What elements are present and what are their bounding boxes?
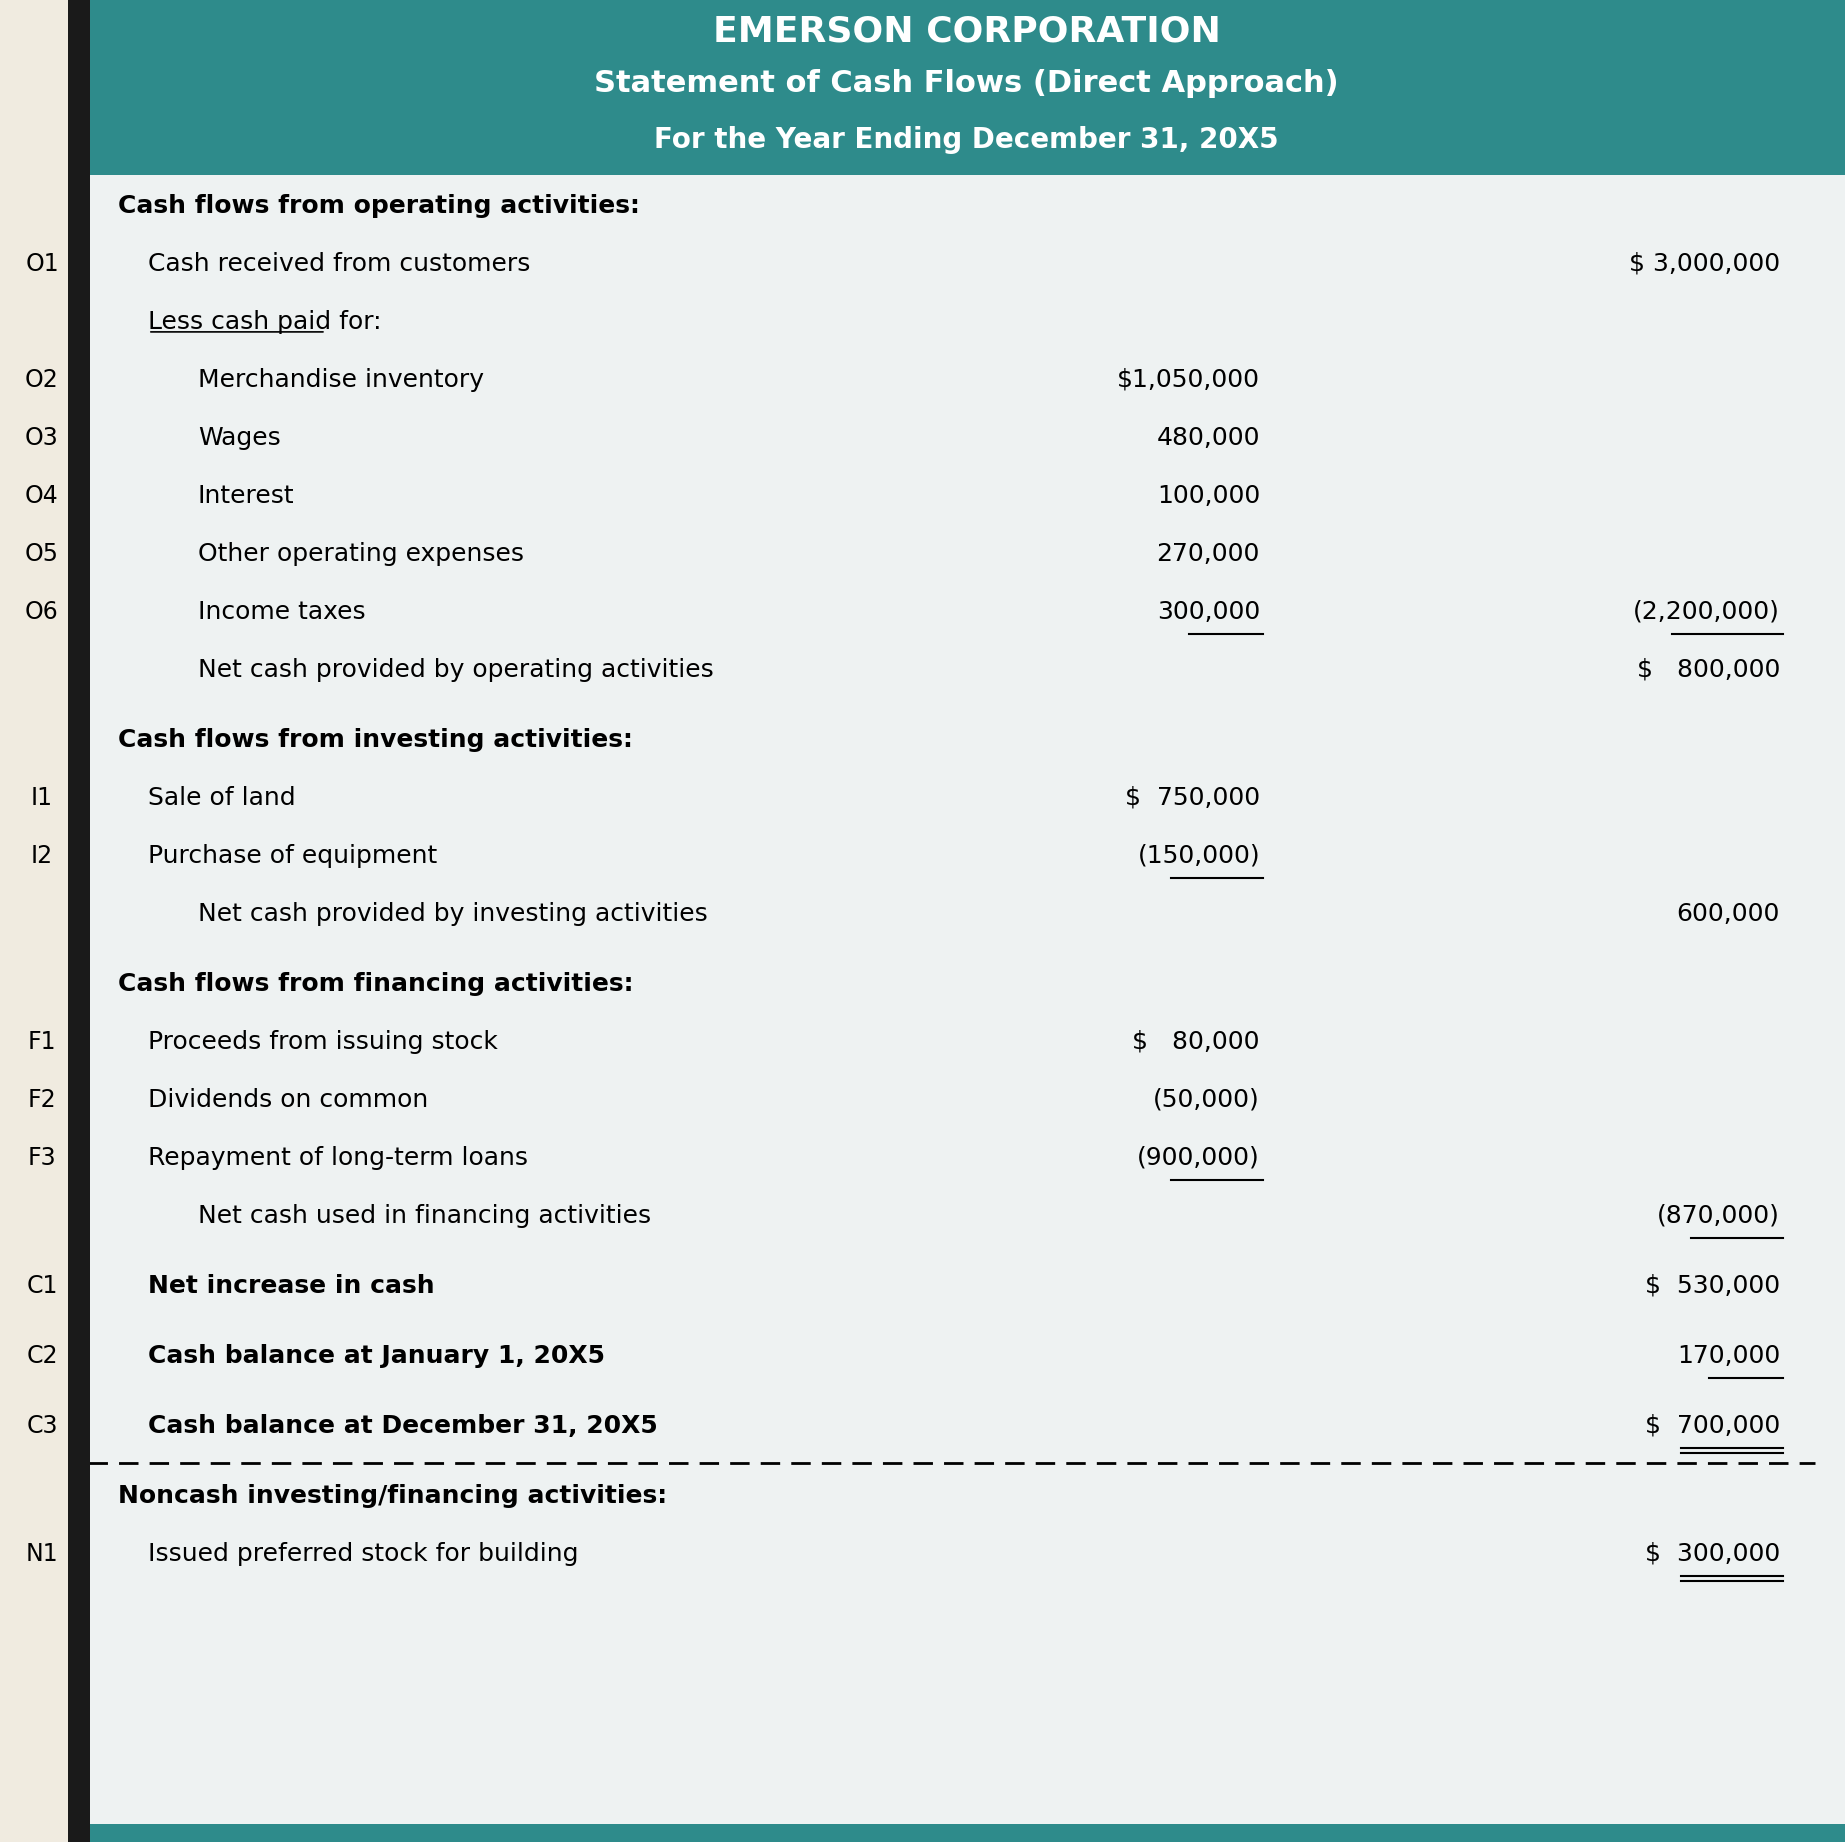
Text: Less cash paid for:: Less cash paid for: bbox=[148, 309, 382, 333]
Text: Wages: Wages bbox=[197, 426, 280, 449]
Text: 170,000: 170,000 bbox=[1677, 1345, 1780, 1369]
Text: Net cash used in financing activities: Net cash used in financing activities bbox=[197, 1205, 651, 1229]
Text: I1: I1 bbox=[31, 787, 54, 810]
Text: $  700,000: $ 700,000 bbox=[1644, 1415, 1780, 1439]
Text: O1: O1 bbox=[26, 252, 59, 276]
Text: Cash flows from investing activities:: Cash flows from investing activities: bbox=[118, 728, 633, 752]
Text: Net cash provided by operating activities: Net cash provided by operating activitie… bbox=[197, 658, 714, 682]
Text: 300,000: 300,000 bbox=[1157, 600, 1260, 624]
Bar bbox=[68, 0, 90, 1842]
Text: Dividends on common: Dividends on common bbox=[148, 1089, 428, 1113]
Text: Other operating expenses: Other operating expenses bbox=[197, 542, 524, 565]
Text: Net cash provided by investing activities: Net cash provided by investing activitie… bbox=[197, 903, 708, 927]
Text: $ 3,000,000: $ 3,000,000 bbox=[1629, 252, 1780, 276]
Bar bbox=[89, 1824, 1845, 1842]
Text: $   80,000: $ 80,000 bbox=[1133, 1030, 1260, 1054]
Text: Cash flows from financing activities:: Cash flows from financing activities: bbox=[118, 973, 633, 997]
Text: Merchandise inventory: Merchandise inventory bbox=[197, 368, 483, 392]
Text: C3: C3 bbox=[26, 1415, 57, 1439]
Text: F1: F1 bbox=[28, 1030, 55, 1054]
Bar bbox=[89, 0, 1845, 175]
Text: (50,000): (50,000) bbox=[1153, 1089, 1260, 1113]
Text: O5: O5 bbox=[26, 542, 59, 565]
Text: Cash balance at January 1, 20X5: Cash balance at January 1, 20X5 bbox=[148, 1345, 605, 1369]
Text: $  300,000: $ 300,000 bbox=[1644, 1542, 1780, 1566]
Text: Purchase of equipment: Purchase of equipment bbox=[148, 844, 437, 868]
Text: Cash balance at December 31, 20X5: Cash balance at December 31, 20X5 bbox=[148, 1415, 659, 1439]
Text: N1: N1 bbox=[26, 1542, 59, 1566]
Text: $  530,000: $ 530,000 bbox=[1646, 1275, 1780, 1299]
Text: Income taxes: Income taxes bbox=[197, 600, 365, 624]
Bar bbox=[0, 0, 89, 175]
Text: O6: O6 bbox=[26, 600, 59, 624]
Text: Cash flows from operating activities:: Cash flows from operating activities: bbox=[118, 193, 640, 217]
Text: O4: O4 bbox=[26, 484, 59, 508]
Text: 100,000: 100,000 bbox=[1157, 484, 1260, 508]
Text: 270,000: 270,000 bbox=[1157, 542, 1260, 565]
Text: Interest: Interest bbox=[197, 484, 295, 508]
Text: O2: O2 bbox=[26, 368, 59, 392]
Text: F3: F3 bbox=[28, 1146, 57, 1170]
Text: Issued preferred stock for building: Issued preferred stock for building bbox=[148, 1542, 579, 1566]
Text: EMERSON CORPORATION: EMERSON CORPORATION bbox=[712, 15, 1220, 48]
Text: Net increase in cash: Net increase in cash bbox=[148, 1275, 435, 1299]
Text: Repayment of long-term loans: Repayment of long-term loans bbox=[148, 1146, 528, 1170]
Text: (2,200,000): (2,200,000) bbox=[1633, 600, 1780, 624]
Bar bbox=[0, 175, 89, 1842]
Text: C2: C2 bbox=[26, 1345, 57, 1369]
Text: (900,000): (900,000) bbox=[1137, 1146, 1260, 1170]
Text: 600,000: 600,000 bbox=[1677, 903, 1780, 927]
Text: $  750,000: $ 750,000 bbox=[1125, 787, 1260, 810]
Text: 480,000: 480,000 bbox=[1157, 426, 1260, 449]
Text: Proceeds from issuing stock: Proceeds from issuing stock bbox=[148, 1030, 498, 1054]
Text: Noncash investing/financing activities:: Noncash investing/financing activities: bbox=[118, 1485, 668, 1509]
Text: F2: F2 bbox=[28, 1089, 57, 1113]
Text: $   800,000: $ 800,000 bbox=[1637, 658, 1780, 682]
Text: C1: C1 bbox=[26, 1275, 57, 1299]
Bar bbox=[0, 1824, 89, 1842]
Text: Cash received from customers: Cash received from customers bbox=[148, 252, 530, 276]
Text: O3: O3 bbox=[26, 426, 59, 449]
Text: Sale of land: Sale of land bbox=[148, 787, 295, 810]
Text: (870,000): (870,000) bbox=[1657, 1205, 1780, 1229]
Text: Statement of Cash Flows (Direct Approach): Statement of Cash Flows (Direct Approach… bbox=[594, 70, 1339, 98]
Text: I2: I2 bbox=[31, 844, 54, 868]
Text: For the Year Ending December 31, 20X5: For the Year Ending December 31, 20X5 bbox=[655, 125, 1279, 155]
Text: $1,050,000: $1,050,000 bbox=[1116, 368, 1260, 392]
Text: (150,000): (150,000) bbox=[1137, 844, 1260, 868]
